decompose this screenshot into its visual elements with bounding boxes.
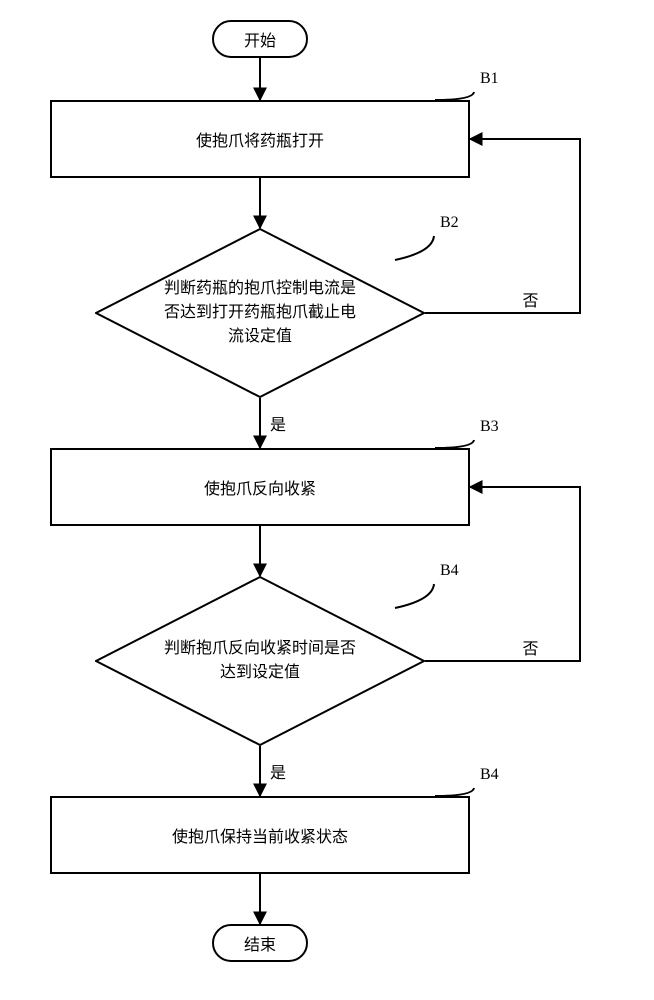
callout-tag-b5: B4 — [480, 766, 499, 784]
decision-b4-text: 判断抱爪反向收紧时间是否 达到设定值 — [164, 637, 356, 685]
process-b1: 使抱爪将药瓶打开 — [50, 100, 470, 178]
terminator-start: 开始 — [212, 20, 308, 58]
callout-tag-b3-text: B3 — [480, 418, 499, 435]
callout-tag-b1-text: B1 — [480, 70, 499, 87]
callout-tag-b4-text: B4 — [440, 562, 459, 579]
label-no-b4: 否 — [523, 635, 539, 659]
label-yes-b2-text: 是 — [270, 417, 286, 434]
process-b3-label: 使抱爪反向收紧 — [204, 475, 316, 499]
decision-b2-text: 判断药瓶的抱爪控制电流是 否达到打开药瓶抱爪截止电 流设定值 — [164, 277, 356, 349]
label-no-b4-text: 否 — [523, 641, 539, 658]
decision-b2-line2: 否达到打开药瓶抱爪截止电 — [164, 304, 356, 321]
process-b3: 使抱爪反向收紧 — [50, 448, 470, 526]
callout-tag-b3: B3 — [480, 418, 499, 436]
terminator-end: 结束 — [212, 924, 308, 962]
label-no-b2: 否 — [523, 287, 539, 311]
label-yes-b2: 是 — [270, 411, 286, 435]
label-yes-b4-text: 是 — [270, 765, 286, 782]
callout-tag-b2: B2 — [440, 214, 459, 232]
decision-b4-line1: 判断抱爪反向收紧时间是否 — [164, 640, 356, 657]
label-no-b2-text: 否 — [523, 293, 539, 310]
terminator-start-label: 开始 — [244, 27, 276, 51]
decision-b2: 判断药瓶的抱爪控制电流是 否达到打开药瓶抱爪截止电 流设定值 — [95, 228, 425, 398]
process-b5: 使抱爪保持当前收紧状态 — [50, 796, 470, 874]
callout-tag-b1: B1 — [480, 70, 499, 88]
process-b5-label: 使抱爪保持当前收紧状态 — [172, 823, 348, 847]
callout-tag-b4: B4 — [440, 562, 459, 580]
callout-tag-b5-text: B4 — [480, 766, 499, 783]
terminator-end-label: 结束 — [244, 931, 276, 955]
decision-b4-line2: 达到设定值 — [220, 664, 300, 681]
decision-b2-line1: 判断药瓶的抱爪控制电流是 — [164, 280, 356, 297]
decision-b2-line3: 流设定值 — [228, 328, 292, 345]
callout-tag-b2-text: B2 — [440, 214, 459, 231]
process-b1-label: 使抱爪将药瓶打开 — [196, 127, 324, 151]
label-yes-b4: 是 — [270, 759, 286, 783]
decision-b4: 判断抱爪反向收紧时间是否 达到设定值 — [95, 576, 425, 746]
